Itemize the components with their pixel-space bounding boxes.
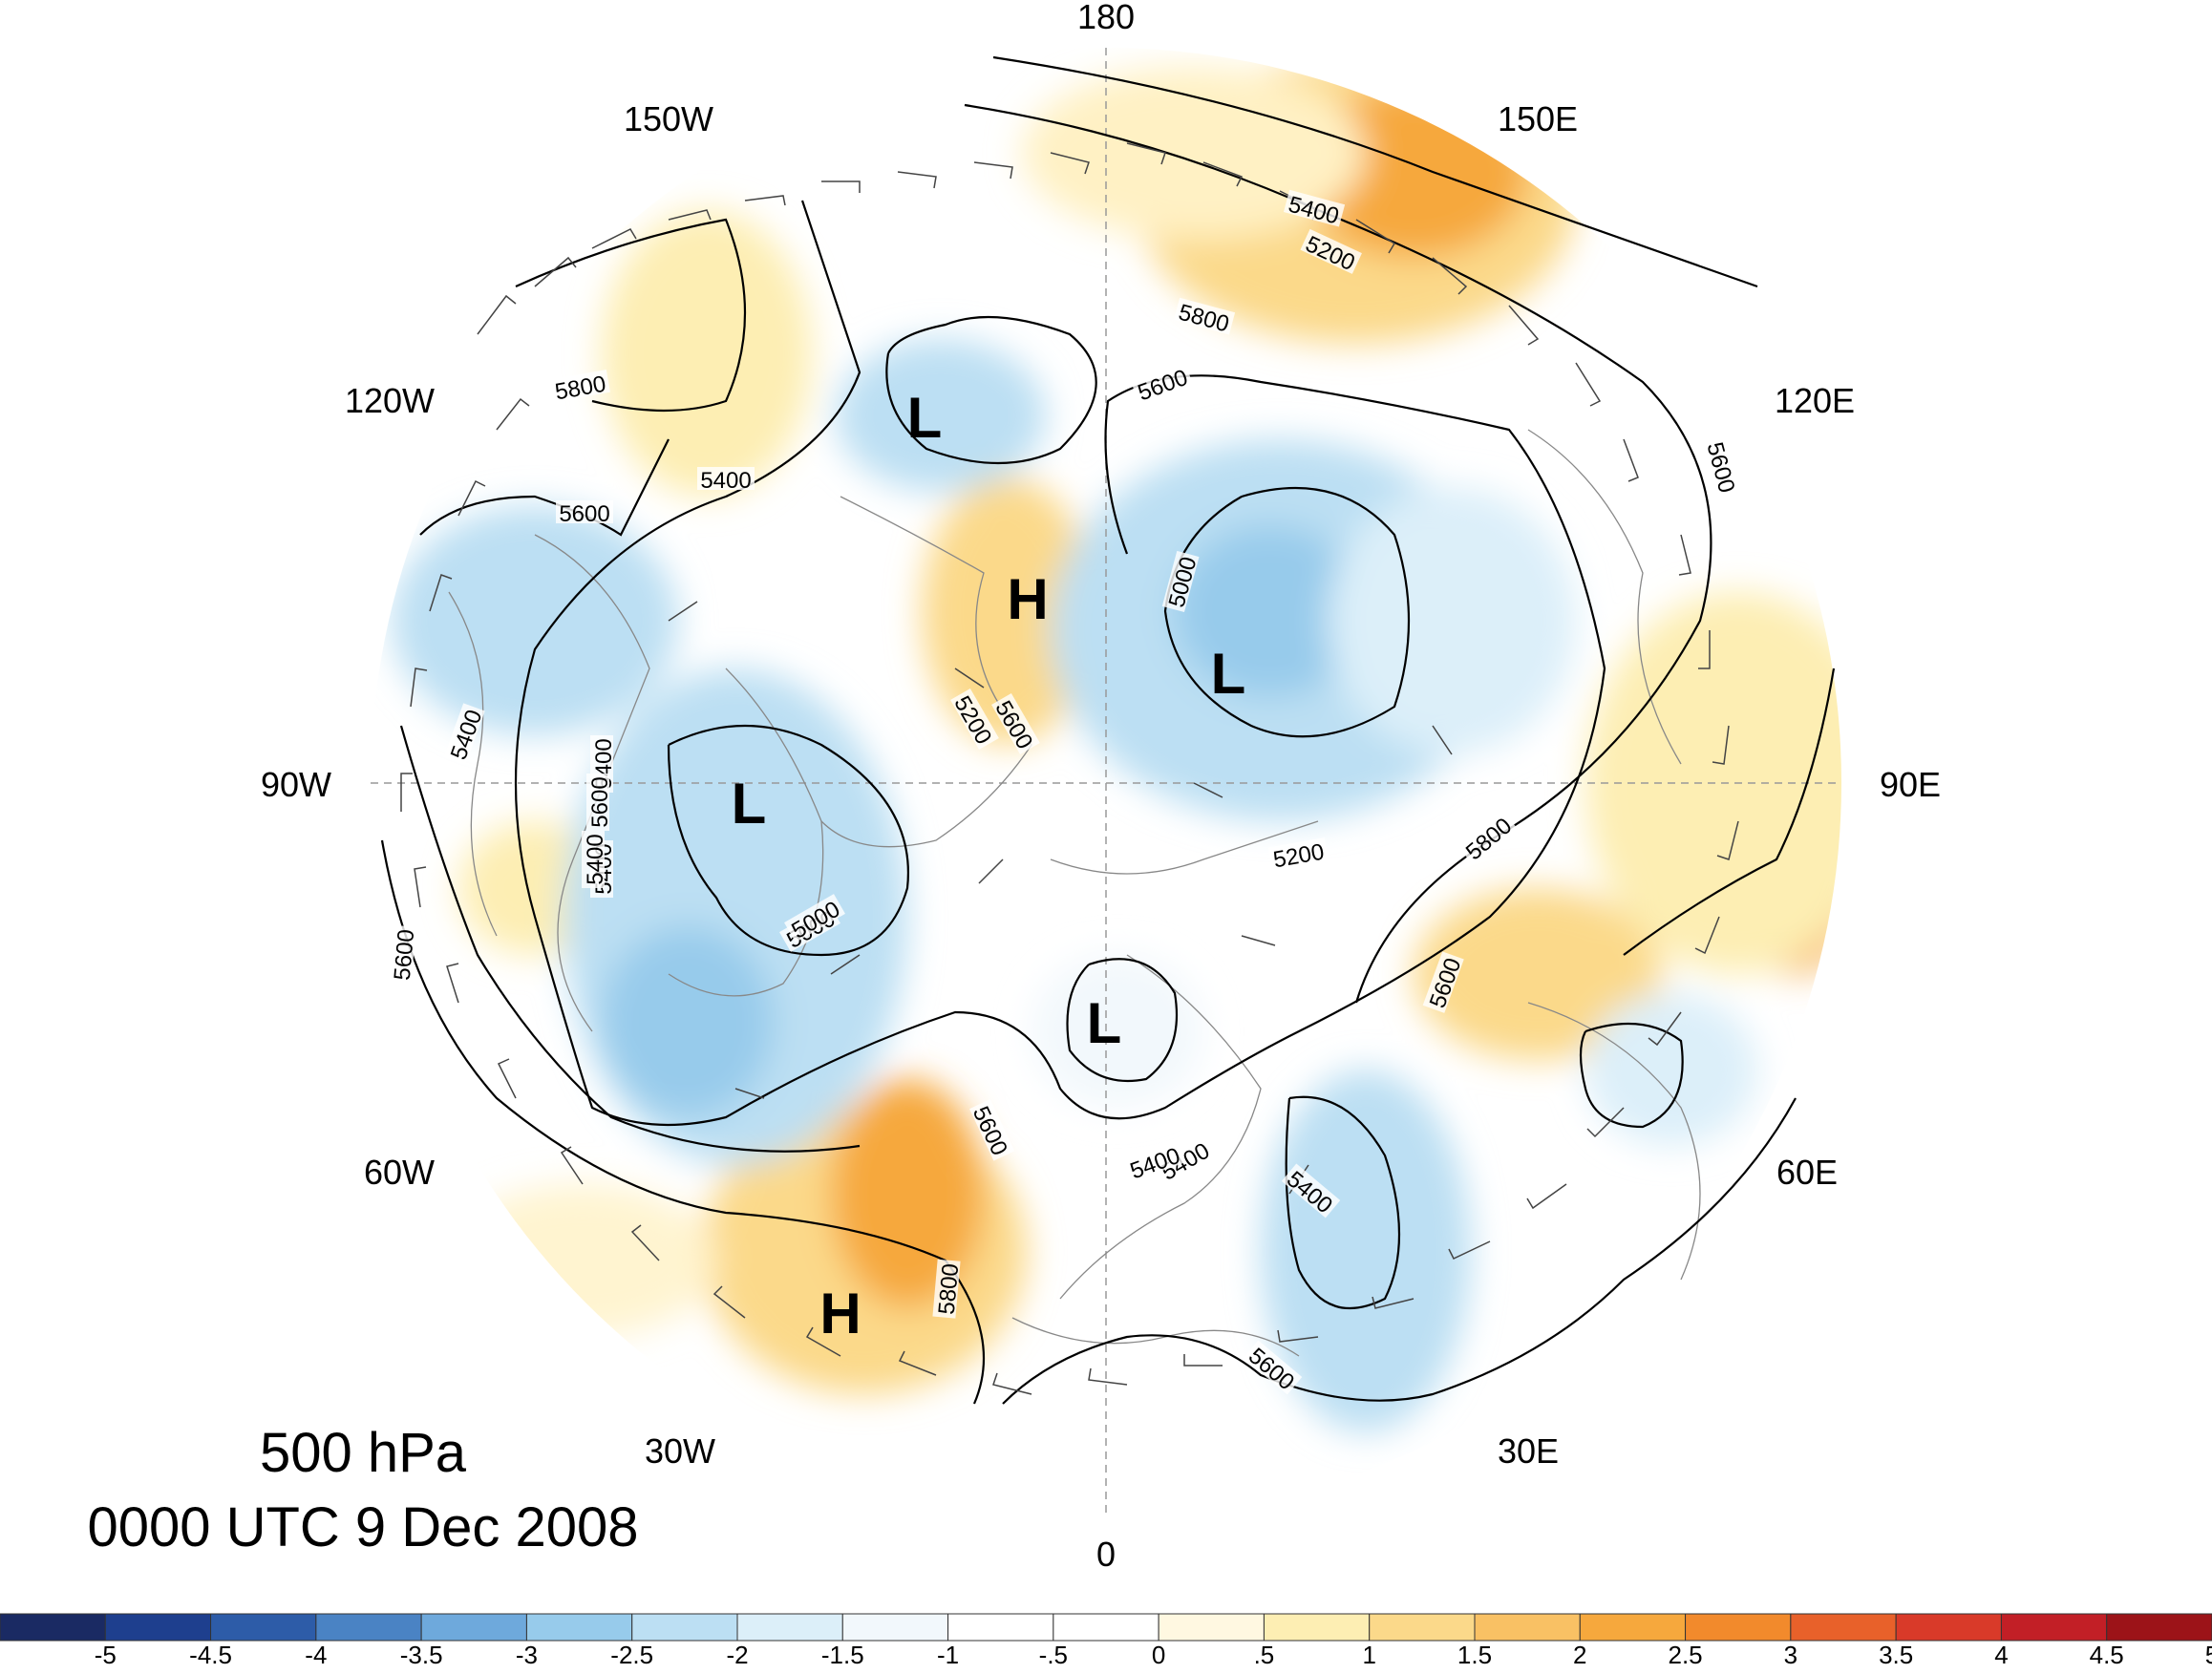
colorbar-tick-label: -3 bbox=[515, 1641, 538, 1669]
colorbar-tick-label: -5 bbox=[94, 1641, 117, 1669]
pressure-centers: L H L L L H bbox=[732, 386, 1246, 1346]
contour-label: 5400 bbox=[697, 467, 755, 494]
svg-text:5600: 5600 bbox=[587, 776, 613, 827]
svg-text:5600: 5600 bbox=[390, 928, 420, 982]
colorbar-tick-label: -3.5 bbox=[399, 1641, 443, 1669]
colorbar-swatch bbox=[841, 1613, 949, 1642]
colorbar-tick-label: .5 bbox=[1253, 1641, 1275, 1669]
svg-text:5600: 5600 bbox=[559, 501, 609, 527]
contour-label: 5600 bbox=[1701, 435, 1742, 498]
contour-label: 5600 bbox=[388, 924, 420, 985]
colorbar-tick-label: 0 bbox=[1151, 1641, 1166, 1669]
colorbar-swatch bbox=[1369, 1613, 1476, 1642]
lon-label-150e: 150E bbox=[1497, 99, 1579, 138]
high-center-label: H bbox=[1007, 567, 1048, 631]
colorbar-swatch bbox=[210, 1613, 317, 1642]
colorbar-swatch bbox=[947, 1613, 1054, 1642]
contour-label: 5600 bbox=[556, 500, 613, 527]
colorbar bbox=[0, 1613, 2212, 1642]
lon-label-60e: 60E bbox=[1776, 1153, 1839, 1192]
colorbar-tick-label: -1 bbox=[937, 1641, 960, 1669]
svg-text:5400: 5400 bbox=[583, 834, 608, 884]
lon-label-90w: 90W bbox=[260, 765, 332, 804]
contour-label: 5800 bbox=[932, 1259, 965, 1319]
colorbar-tick-label: 2.5 bbox=[1668, 1641, 1703, 1669]
time-caption: 0000 UTC 9 Dec 2008 bbox=[87, 1496, 639, 1558]
low-center-label: L bbox=[732, 772, 767, 836]
colorbar-tick-label: -1.5 bbox=[820, 1641, 864, 1669]
lon-label-120w: 120W bbox=[344, 381, 436, 420]
colorbar-tick-label: -.5 bbox=[1038, 1641, 1069, 1669]
lon-label-30e: 30E bbox=[1497, 1431, 1560, 1471]
colorbar-swatch bbox=[1895, 1613, 2002, 1642]
colorbar-swatch bbox=[631, 1613, 738, 1642]
wind-barbs bbox=[400, 142, 1739, 1395]
colorbar-tick-label: 2 bbox=[1573, 1641, 1587, 1669]
colorbar-tick-label: -2.5 bbox=[610, 1641, 654, 1669]
colorbar-tick-label: 4.5 bbox=[2089, 1641, 2124, 1669]
colorbar-swatch bbox=[1263, 1613, 1371, 1642]
colorbar-tick-label: 4 bbox=[1994, 1641, 2009, 1669]
colorbar-tick-label: -2 bbox=[726, 1641, 749, 1669]
high-center-label: H bbox=[819, 1282, 861, 1346]
colorbar-swatch bbox=[1053, 1613, 1159, 1642]
colorbar-swatch bbox=[315, 1613, 422, 1642]
colorbar-swatch bbox=[736, 1613, 843, 1642]
colorbar-swatch bbox=[420, 1613, 527, 1642]
colorbar-tick-label: 3 bbox=[1783, 1641, 1798, 1669]
lon-label-90e: 90E bbox=[1879, 765, 1942, 804]
lon-label-180: 180 bbox=[1076, 0, 1136, 36]
colorbar-tick-label: 5 bbox=[2205, 1641, 2212, 1670]
anomaly-shading bbox=[371, 48, 1841, 1518]
colorbar-swatch bbox=[1158, 1613, 1265, 1642]
colorbar-swatch bbox=[104, 1613, 212, 1642]
lon-label-120e: 120E bbox=[1774, 381, 1856, 420]
colorbar-swatch bbox=[2000, 1613, 2108, 1642]
low-center-label: L bbox=[1087, 991, 1122, 1055]
colorbar-swatch bbox=[1790, 1613, 1897, 1642]
colorbar-tick-label: 3.5 bbox=[1879, 1641, 1914, 1669]
contour-label: 5600 bbox=[586, 773, 613, 831]
colorbar-swatch bbox=[1685, 1613, 1792, 1642]
low-center-label: L bbox=[1211, 642, 1246, 706]
colorbar-tick-label: 1 bbox=[1362, 1641, 1376, 1669]
colorbar-tick-label: -4.5 bbox=[189, 1641, 232, 1669]
lon-label-60w: 60W bbox=[363, 1153, 436, 1192]
level-caption: 500 hPa bbox=[259, 1422, 467, 1484]
contour-label: 5400 bbox=[582, 831, 608, 888]
colorbar-swatch bbox=[1474, 1613, 1581, 1642]
colorbar-swatch bbox=[1579, 1613, 1687, 1642]
lon-label-0: 0 bbox=[1095, 1535, 1117, 1574]
graticule bbox=[371, 48, 1841, 1518]
lon-label-30w: 30W bbox=[644, 1431, 716, 1471]
colorbar-tick-label: -4 bbox=[305, 1641, 328, 1669]
colorbar-swatch bbox=[525, 1613, 633, 1642]
colorbar-tick-label: 1.5 bbox=[1457, 1641, 1493, 1669]
colorbar-swatch bbox=[0, 1613, 106, 1642]
lon-label-150w: 150W bbox=[623, 99, 714, 138]
low-center-label: L bbox=[907, 386, 943, 450]
colorbar-swatch bbox=[2106, 1613, 2212, 1642]
svg-text:5400: 5400 bbox=[700, 468, 751, 494]
svg-text:5800: 5800 bbox=[934, 1262, 965, 1316]
